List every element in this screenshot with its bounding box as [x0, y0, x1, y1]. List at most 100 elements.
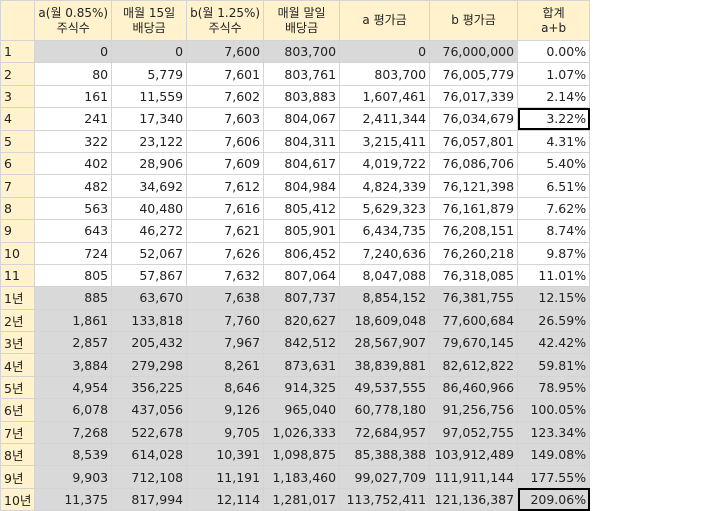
dividend-month-end-cell[interactable]: 807,737 — [263, 286, 341, 310]
a-valuation-cell[interactable]: 1,607,461 — [339, 84, 431, 109]
dividend-month-end-cell[interactable]: 1,098,875 — [263, 443, 341, 467]
a-valuation-cell[interactable]: 38,839,881 — [339, 353, 431, 377]
a-shares-cell[interactable]: 643 — [34, 219, 113, 243]
b-shares-cell[interactable]: 7,638 — [186, 286, 265, 310]
total-cell[interactable]: 1.07% — [517, 62, 591, 86]
b-shares-cell[interactable]: 7,600 — [186, 39, 265, 64]
total-cell[interactable]: 149.08% — [517, 443, 591, 467]
row-label[interactable]: 4 — [0, 107, 36, 131]
header-dividend-month-end[interactable]: 매월 말일 배당금 — [263, 0, 341, 41]
a-valuation-cell[interactable]: 7,240,636 — [339, 241, 431, 265]
dividend-15th-cell[interactable]: 52,067 — [111, 241, 188, 265]
row-label[interactable]: 11 — [0, 263, 36, 288]
b-shares-cell[interactable]: 11,191 — [186, 465, 265, 489]
b-shares-cell[interactable]: 7,621 — [186, 219, 265, 243]
dividend-15th-cell[interactable]: 522,678 — [111, 420, 188, 445]
dividend-month-end-cell[interactable]: 914,325 — [263, 375, 341, 400]
a-shares-cell[interactable]: 8,539 — [34, 443, 113, 467]
total-cell[interactable]: 8.74% — [517, 219, 591, 243]
b-shares-cell[interactable]: 7,602 — [186, 84, 265, 109]
dividend-15th-cell[interactable]: 23,122 — [111, 129, 188, 153]
a-shares-cell[interactable]: 482 — [34, 174, 113, 198]
dividend-month-end-cell[interactable]: 806,452 — [263, 241, 341, 265]
dividend-month-end-cell[interactable]: 805,412 — [263, 196, 341, 221]
b-valuation-cell[interactable]: 111,911,144 — [429, 465, 519, 489]
dividend-15th-cell[interactable]: 133,818 — [111, 308, 188, 333]
dividend-month-end-cell[interactable]: 842,512 — [263, 331, 341, 355]
row-label[interactable]: 7 — [0, 174, 36, 198]
a-shares-cell[interactable]: 563 — [34, 196, 113, 221]
b-shares-cell[interactable]: 7,609 — [186, 151, 265, 176]
a-shares-cell[interactable]: 161 — [34, 84, 113, 109]
b-shares-cell[interactable]: 10,391 — [186, 443, 265, 467]
b-shares-cell[interactable]: 8,261 — [186, 353, 265, 377]
dividend-month-end-cell[interactable]: 805,901 — [263, 219, 341, 243]
b-valuation-cell[interactable]: 97,052,755 — [429, 420, 519, 445]
b-shares-cell[interactable]: 7,616 — [186, 196, 265, 221]
b-valuation-cell[interactable]: 79,670,145 — [429, 331, 519, 355]
dividend-month-end-cell[interactable]: 804,311 — [263, 129, 341, 153]
row-label[interactable]: 4년 — [0, 353, 36, 377]
a-valuation-cell[interactable]: 4,824,339 — [339, 174, 431, 198]
b-valuation-cell[interactable]: 76,208,151 — [429, 219, 519, 243]
a-valuation-cell[interactable]: 85,388,388 — [339, 443, 431, 467]
row-label[interactable]: 5 — [0, 129, 36, 153]
dividend-15th-cell[interactable]: 0 — [111, 39, 188, 64]
b-valuation-cell[interactable]: 76,086,706 — [429, 151, 519, 176]
dividend-15th-cell[interactable]: 437,056 — [111, 398, 188, 422]
row-label[interactable]: 1 — [0, 39, 36, 64]
b-shares-cell[interactable]: 7,967 — [186, 331, 265, 355]
b-shares-cell[interactable]: 7,760 — [186, 308, 265, 333]
dividend-15th-cell[interactable]: 63,670 — [111, 286, 188, 310]
dividend-15th-cell[interactable]: 356,225 — [111, 375, 188, 400]
total-cell[interactable]: 5.40% — [517, 151, 591, 176]
dividend-15th-cell[interactable]: 11,559 — [111, 84, 188, 109]
b-valuation-cell[interactable]: 82,612,822 — [429, 353, 519, 377]
row-label[interactable]: 10년 — [0, 487, 36, 511]
b-shares-cell[interactable]: 7,603 — [186, 107, 265, 131]
row-label[interactable]: 6년 — [0, 398, 36, 422]
a-shares-cell[interactable]: 322 — [34, 129, 113, 153]
row-label[interactable]: 8년 — [0, 443, 36, 467]
row-label[interactable]: 2 — [0, 62, 36, 86]
total-cell[interactable]: 0.00% — [517, 39, 591, 64]
dividend-15th-cell[interactable]: 40,480 — [111, 196, 188, 221]
total-cell[interactable]: 26.59% — [517, 308, 591, 333]
header-dividend-15th[interactable]: 매월 15일 배당금 — [111, 0, 188, 41]
dividend-month-end-cell[interactable]: 804,984 — [263, 174, 341, 198]
a-shares-cell[interactable]: 7,268 — [34, 420, 113, 445]
total-cell[interactable]: 6.51% — [517, 174, 591, 198]
b-valuation-cell[interactable]: 91,256,756 — [429, 398, 519, 422]
total-cell[interactable]: 11.01% — [517, 263, 591, 288]
a-valuation-cell[interactable]: 803,700 — [339, 62, 431, 86]
total-cell[interactable]: 9.87% — [517, 241, 591, 265]
b-valuation-cell[interactable]: 76,121,398 — [429, 174, 519, 198]
b-valuation-cell[interactable]: 76,000,000 — [429, 39, 519, 64]
header-a-valuation[interactable]: a 평가금 — [339, 0, 431, 41]
a-valuation-cell[interactable]: 4,019,722 — [339, 151, 431, 176]
b-valuation-cell[interactable]: 76,034,679 — [429, 107, 519, 131]
dividend-15th-cell[interactable]: 817,994 — [111, 487, 188, 511]
row-label[interactable]: 5년 — [0, 375, 36, 400]
dividend-month-end-cell[interactable]: 1,281,017 — [263, 487, 341, 511]
row-label[interactable]: 8 — [0, 196, 36, 221]
row-label[interactable]: 2년 — [0, 308, 36, 333]
total-cell[interactable]: 3.22% — [517, 107, 591, 131]
a-shares-cell[interactable]: 3,884 — [34, 353, 113, 377]
dividend-15th-cell[interactable]: 205,432 — [111, 331, 188, 355]
a-shares-cell[interactable]: 885 — [34, 286, 113, 310]
row-label[interactable]: 1년 — [0, 286, 36, 310]
total-cell[interactable]: 42.42% — [517, 331, 591, 355]
total-cell[interactable]: 100.05% — [517, 398, 591, 422]
row-label[interactable]: 6 — [0, 151, 36, 176]
a-valuation-cell[interactable]: 6,434,735 — [339, 219, 431, 243]
a-shares-cell[interactable]: 1,861 — [34, 308, 113, 333]
total-cell[interactable]: 12.15% — [517, 286, 591, 310]
b-shares-cell[interactable]: 12,114 — [186, 487, 265, 511]
b-shares-cell[interactable]: 9,126 — [186, 398, 265, 422]
header-a-shares[interactable]: a(월 0.85%) 주식수 — [34, 0, 113, 41]
a-shares-cell[interactable]: 11,375 — [34, 487, 113, 511]
b-valuation-cell[interactable]: 76,057,801 — [429, 129, 519, 153]
header-total[interactable]: 합계 a+b — [517, 0, 591, 41]
a-shares-cell[interactable]: 724 — [34, 241, 113, 265]
